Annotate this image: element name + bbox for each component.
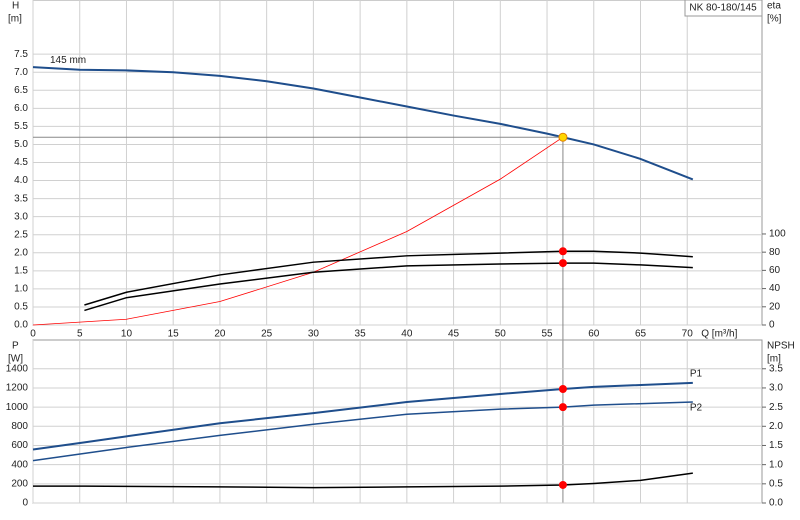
y-tick-label: 1.5 <box>14 265 28 276</box>
y-tick-label: 5.5 <box>14 121 28 132</box>
y2-tick-label: 2.5 <box>769 402 783 413</box>
y2-tick-label: 0.0 <box>769 498 783 509</box>
y-tick-label: 2.0 <box>14 247 28 258</box>
y-tick-label: 0 <box>22 498 28 509</box>
y-tick-label: 1200 <box>6 383 29 394</box>
y-tick-label: 2.5 <box>14 229 28 240</box>
x-axis-title: Q [m³/h] <box>701 329 737 340</box>
y2-tick-label: 2.0 <box>769 421 783 432</box>
y2-tick-label: 3.0 <box>769 383 783 394</box>
y2-axis-title: eta <box>767 1 781 12</box>
x-tick-label: 35 <box>355 329 367 340</box>
series-label: P2 <box>690 403 703 414</box>
y2-tick-label: 40 <box>769 283 781 294</box>
x-tick-label: 40 <box>401 329 413 340</box>
x-tick-label: 60 <box>588 329 600 340</box>
y-tick-label: 4.0 <box>14 175 28 186</box>
y-tick-label: 6.5 <box>14 85 28 96</box>
operating-point <box>558 403 567 412</box>
y-tick-label: 800 <box>11 421 28 432</box>
y-tick-label: 0.0 <box>14 320 28 331</box>
y-axis-unit: [W] <box>8 354 23 365</box>
series-label: P1 <box>690 369 703 380</box>
series-label: 145 mm <box>50 55 86 66</box>
series-line <box>84 262 693 312</box>
x-tick-label: 70 <box>682 329 694 340</box>
y-tick-label: 1000 <box>6 402 29 413</box>
series-line <box>33 472 693 489</box>
x-tick-label: 45 <box>448 329 460 340</box>
model-box <box>684 0 763 17</box>
y-tick-label: 7.0 <box>14 67 28 78</box>
x-tick-label: 55 <box>541 329 553 340</box>
y2-tick-label: 20 <box>769 301 781 312</box>
y-tick-label: 3.0 <box>14 211 28 222</box>
y2-tick-label: 1.5 <box>769 440 783 451</box>
y2-tick-label: 100 <box>769 229 786 240</box>
x-tick-label: 20 <box>214 329 226 340</box>
y-axis-title: H <box>12 1 19 12</box>
y2-tick-label: 60 <box>769 265 781 276</box>
series-line <box>32 401 693 462</box>
x-tick-label: 30 <box>308 329 320 340</box>
y-tick-label: 0.5 <box>14 302 28 313</box>
y-tick-label: 1400 <box>6 363 29 374</box>
operating-point <box>558 480 567 489</box>
series-line <box>84 250 693 306</box>
y2-axis-unit: [m] <box>767 354 781 365</box>
y-axis-unit: [m] <box>8 14 22 25</box>
y-tick-label: 7.5 <box>14 49 28 60</box>
x-tick-label: 15 <box>168 329 180 340</box>
x-tick-label: 50 <box>495 329 507 340</box>
series-line <box>32 381 693 451</box>
model-label: NK 80-180/145 <box>689 3 757 14</box>
x-tick-label: 0 <box>30 329 36 340</box>
y2-tick-label: 0 <box>769 320 775 331</box>
x-tick-label: 10 <box>121 329 133 340</box>
x-tick-label: 25 <box>261 329 273 340</box>
y-tick-label: 200 <box>11 478 28 489</box>
x-tick-label: 5 <box>77 329 83 340</box>
y-tick-label: 3.5 <box>14 193 28 204</box>
y-axis-title: P <box>12 341 19 352</box>
operating-point <box>558 259 567 268</box>
y2-tick-label: 3.5 <box>769 363 783 374</box>
y-tick-label: 5.0 <box>14 139 28 150</box>
y2-axis-title: NPSH <box>767 341 795 352</box>
y-tick-label: 1.0 <box>14 284 28 295</box>
series-line <box>32 66 694 181</box>
y-tick-label: 6.0 <box>14 103 28 114</box>
x-tick-label: 65 <box>635 329 647 340</box>
operating-point <box>558 384 567 393</box>
y2-tick-label: 1.0 <box>769 459 783 470</box>
y2-tick-label: 80 <box>769 247 781 258</box>
operating-point <box>558 247 567 256</box>
y-tick-label: 4.5 <box>14 157 28 168</box>
y-tick-label: 600 <box>11 440 28 451</box>
y-tick-label: 400 <box>11 459 28 470</box>
y2-axis-unit: [%] <box>767 14 782 25</box>
y2-tick-label: 0.5 <box>769 478 783 489</box>
operating-point <box>558 132 568 142</box>
